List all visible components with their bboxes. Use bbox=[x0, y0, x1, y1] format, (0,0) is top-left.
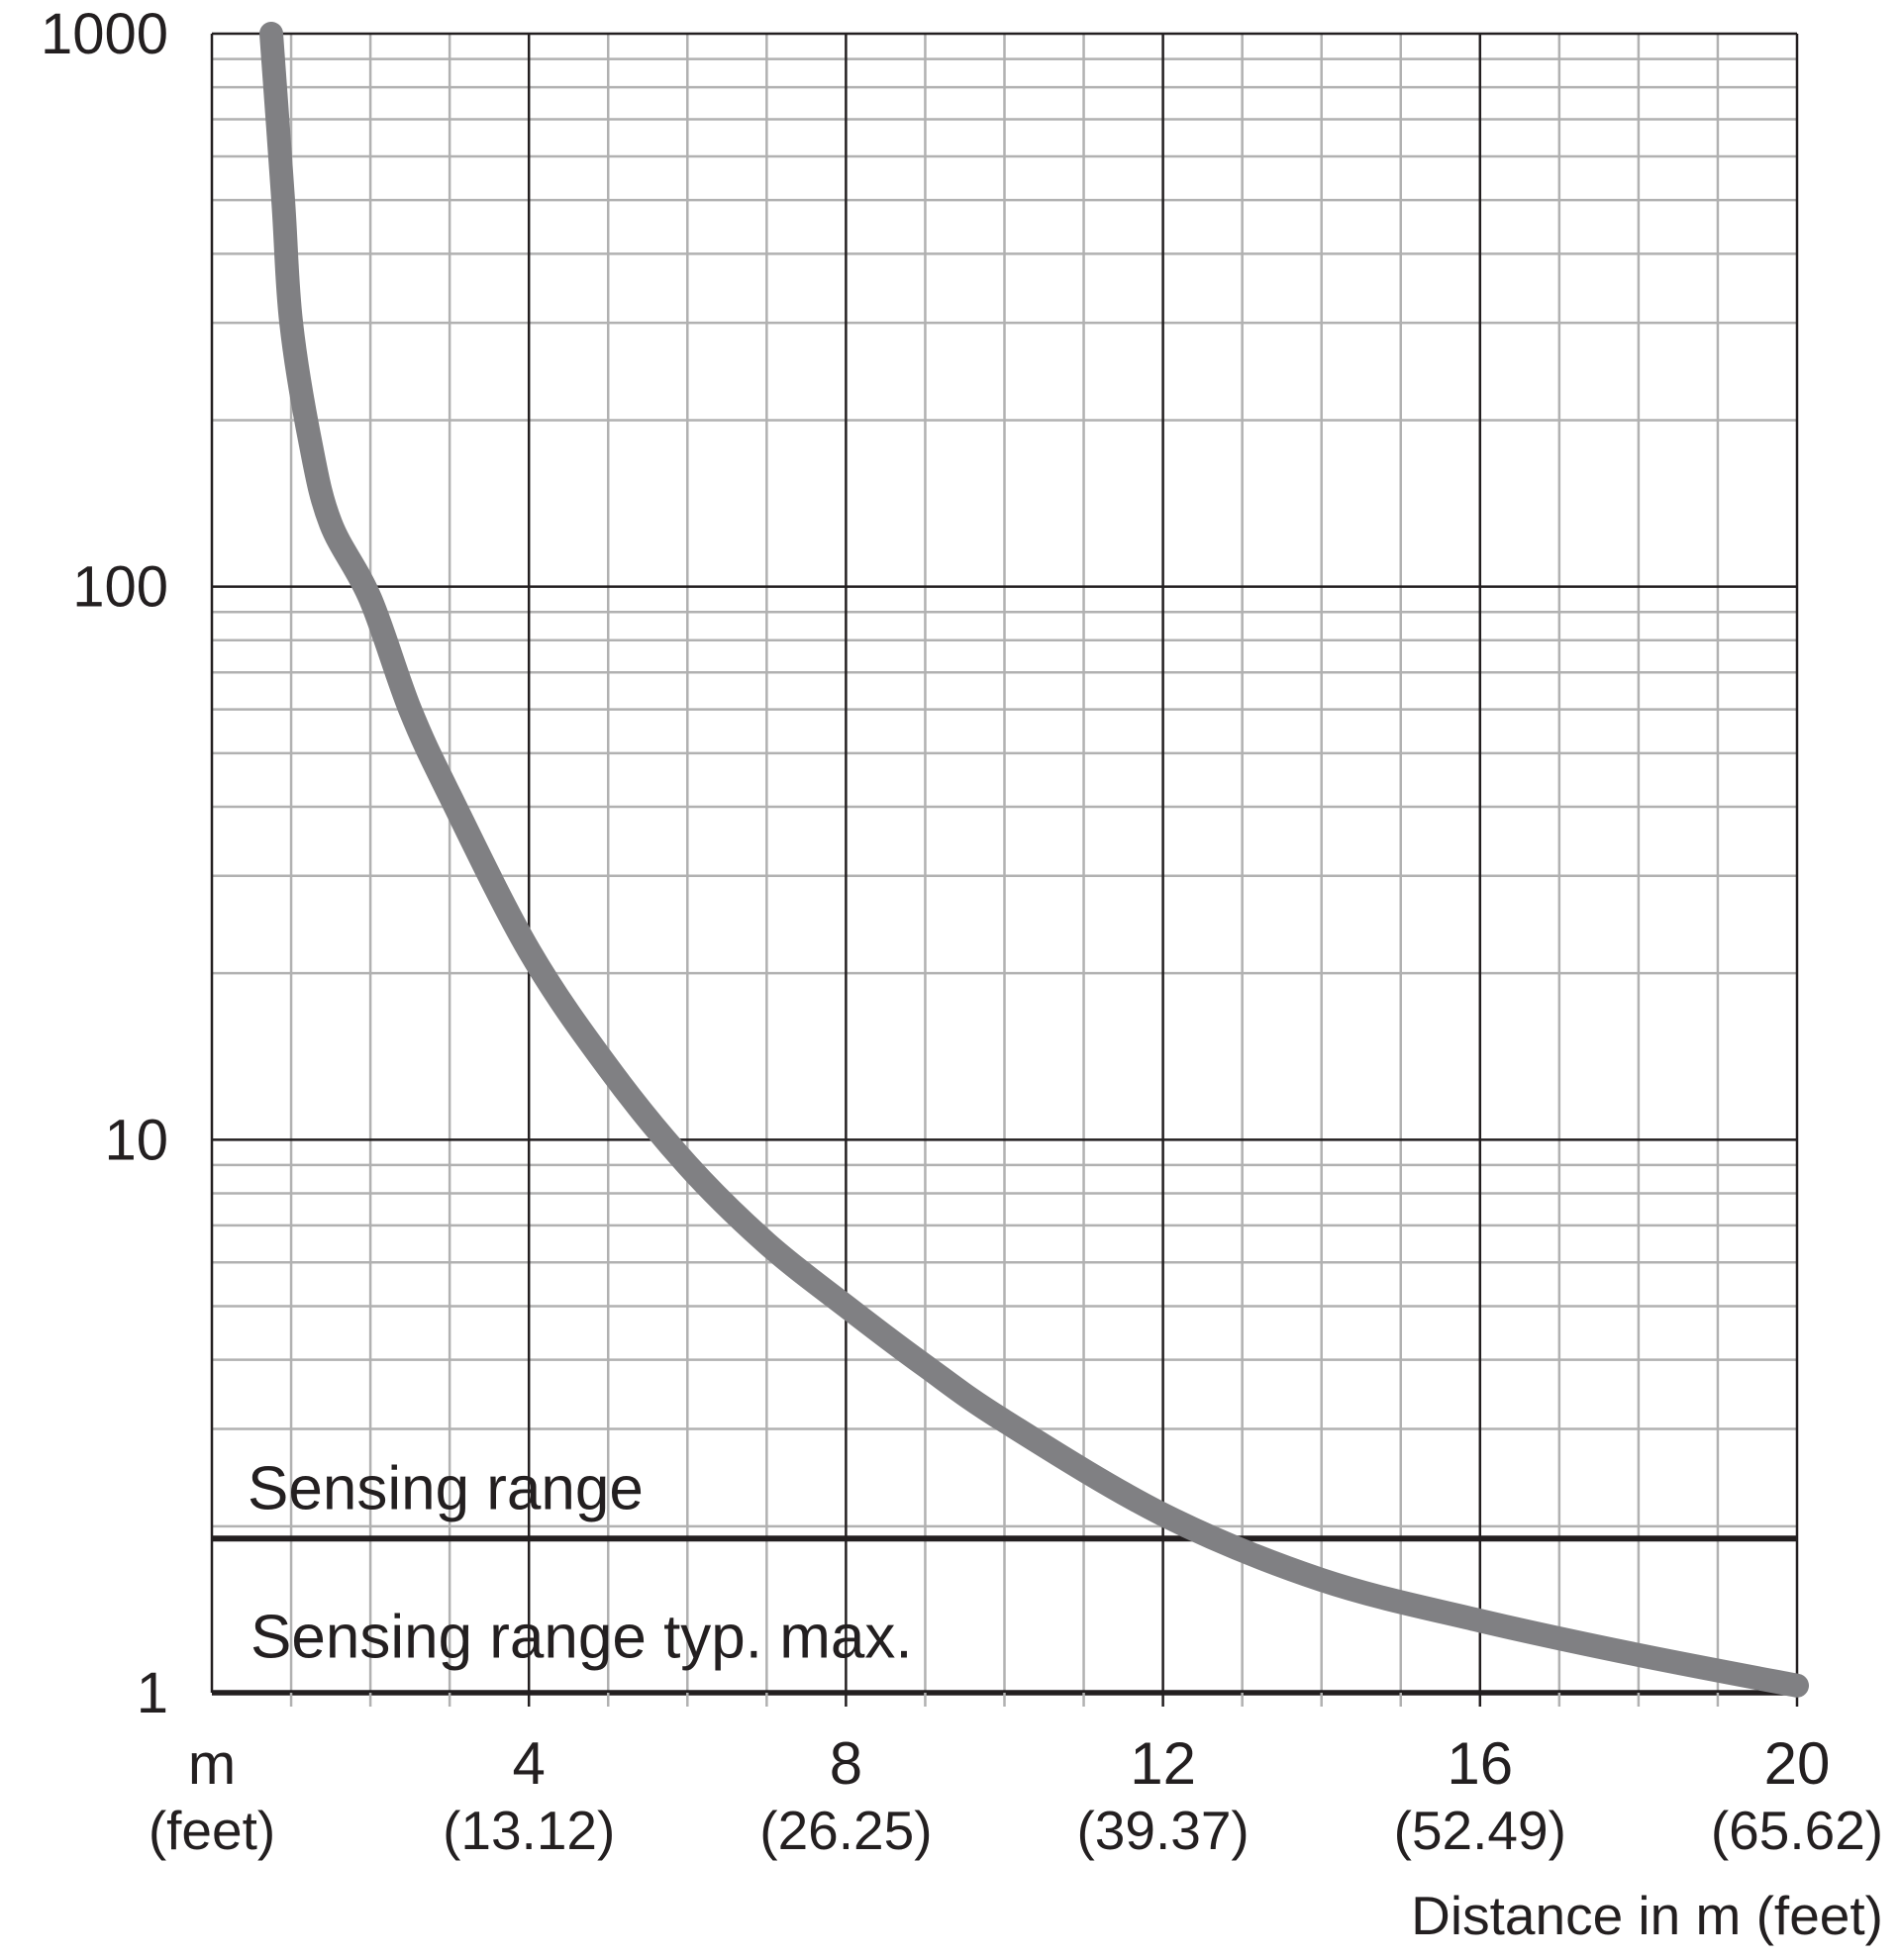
x-tick-sub-label: (52.49) bbox=[1394, 1800, 1566, 1861]
x-tick-label: 16 bbox=[1447, 1730, 1513, 1797]
x-unit-sub-label: (feet) bbox=[149, 1800, 275, 1861]
annotation-sensing-range: Sensing range bbox=[248, 1454, 644, 1522]
x-tick-sub-label: (65.62) bbox=[1711, 1800, 1883, 1861]
x-tick-label: 4 bbox=[513, 1730, 546, 1797]
x-tick-label: 20 bbox=[1764, 1730, 1831, 1797]
y-tick-labels: 1 10 100 1000 bbox=[41, 2, 168, 1725]
annotations: Sensing range Sensing range typ. max. bbox=[248, 1454, 913, 1671]
y-tick-label: 1000 bbox=[41, 2, 168, 66]
x-tick-sub-label: (26.25) bbox=[759, 1800, 932, 1861]
curve-layer bbox=[259, 22, 1809, 1698]
x-tick-label: 8 bbox=[830, 1730, 862, 1797]
y-tick-label: 100 bbox=[72, 555, 168, 620]
x-axis-label: Distance in m (feet) bbox=[1411, 1885, 1883, 1946]
x-tick-label: 12 bbox=[1130, 1730, 1196, 1797]
y-tick-label: 10 bbox=[104, 1108, 168, 1172]
x-tick-labels: m(feet) 4(13.12) 8(26.25) 12(39.37) 16(52.49… bbox=[149, 1730, 1883, 1861]
annotation-sensing-range-typ-max: Sensing range typ. max. bbox=[250, 1603, 913, 1671]
x-unit-label: m bbox=[188, 1732, 236, 1797]
y-tick-label: 1 bbox=[137, 1661, 168, 1725]
x-tick-sub-label: (13.12) bbox=[443, 1800, 615, 1861]
data-curve bbox=[259, 22, 1809, 1698]
minor-grid bbox=[212, 34, 1797, 1693]
x-tick-sub-label: (39.37) bbox=[1076, 1800, 1249, 1861]
major-grid bbox=[210, 32, 1799, 1707]
